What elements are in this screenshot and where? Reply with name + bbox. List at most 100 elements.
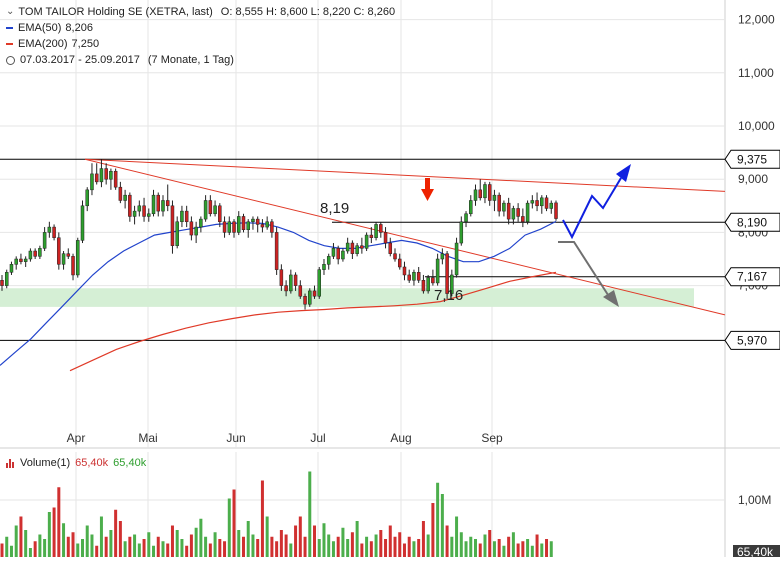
candles <box>0 159 558 310</box>
candle-body <box>289 274 293 292</box>
volume-bar <box>43 539 47 557</box>
volume-label: Volume(1) <box>20 457 71 469</box>
ohlc-values: O: 8,555 H: 8,600 L: 8,220 C: 8,260 <box>220 6 396 18</box>
candle-body <box>232 221 236 233</box>
candle-body <box>331 248 336 257</box>
forecast-up-arrowhead <box>616 164 631 182</box>
price-tag-label: 8,190 <box>737 215 767 229</box>
volume-bar <box>28 548 32 557</box>
forecast-up-path <box>562 177 622 240</box>
volume-bar <box>374 534 378 557</box>
candle-body <box>241 216 246 230</box>
candle-body <box>42 232 47 249</box>
volume-bar <box>218 539 222 557</box>
volume-bar <box>137 543 141 557</box>
volume-bar <box>189 534 193 557</box>
volume-bar <box>180 539 184 557</box>
volume-bar <box>118 521 122 557</box>
volume-bar <box>384 539 388 557</box>
candle-body <box>336 248 340 260</box>
volume-bar <box>426 534 430 557</box>
candle-body <box>227 221 232 233</box>
volume-bar <box>483 534 487 557</box>
volume-bar <box>421 521 425 557</box>
candle-body <box>402 266 407 276</box>
candle-body <box>109 170 113 180</box>
candle-body <box>246 221 250 230</box>
volume-bar <box>322 523 326 557</box>
volume-bar <box>336 536 340 557</box>
volume-bar <box>33 541 37 557</box>
annotation-high-level: 8,19 <box>320 200 349 217</box>
volume-bar <box>431 503 435 557</box>
candle-body <box>170 205 175 246</box>
candle-body <box>85 189 89 207</box>
y-tick-label: 9,000 <box>738 172 768 186</box>
volume-value-red: 65,40k <box>75 457 109 469</box>
volume-bar <box>402 543 406 557</box>
volume-bar <box>57 487 61 557</box>
volume-bar <box>455 516 459 557</box>
volume-bar <box>369 541 373 557</box>
volume-bars-icon <box>6 458 15 468</box>
date-range: 07.03.2017 - 25.09.2017 <box>20 54 140 66</box>
candle-body <box>265 221 269 228</box>
candle-body <box>113 170 118 188</box>
volume-bar <box>142 539 146 557</box>
ema200-value: 7,250 <box>71 38 100 50</box>
ema200-swatch <box>6 43 13 45</box>
forecast-down-arrowhead <box>603 290 619 307</box>
candle-body <box>374 224 378 238</box>
candle-body <box>9 264 14 273</box>
volume-bar <box>95 545 99 557</box>
volume-bar <box>265 516 269 557</box>
legend-ema50: EMA(50) 8,206 <box>6 20 395 36</box>
candle-body <box>66 253 71 257</box>
candle-body <box>189 221 194 236</box>
candle-body <box>487 184 492 201</box>
candle-body <box>397 258 402 268</box>
red-arrow-head <box>421 189 434 201</box>
volume-bar <box>298 516 302 557</box>
x-tick-label: Apr <box>67 431 86 445</box>
candle-body <box>407 274 411 281</box>
candle-body <box>431 277 435 284</box>
volume-bar <box>170 525 174 557</box>
candle-body <box>270 221 274 233</box>
volume-bar <box>199 518 203 557</box>
candle-body <box>80 205 85 241</box>
volume-bar <box>114 509 118 557</box>
volume-bar <box>440 494 444 557</box>
volume-bar <box>47 512 51 557</box>
candle-body <box>4 272 9 286</box>
volume-bar <box>256 539 260 557</box>
candle-body <box>194 226 198 236</box>
volume-bar <box>246 521 250 557</box>
candle-body <box>516 208 520 217</box>
candle-body <box>251 218 255 223</box>
candle-body <box>326 256 331 265</box>
volume-bar <box>365 536 369 557</box>
candle-body <box>142 205 146 217</box>
candle-body <box>161 200 165 212</box>
candle-body <box>274 232 279 270</box>
ema50-value: 8,206 <box>65 22 93 34</box>
legend-title-row: ⌄ TOM TAILOR Holding SE (XETRA, last) O:… <box>6 4 395 20</box>
volume-bar <box>5 536 9 557</box>
chevron-down-icon[interactable]: ⌄ <box>6 6 15 17</box>
volume-bar <box>279 530 283 557</box>
volume-bar <box>99 516 103 557</box>
candle-body <box>535 200 539 207</box>
volume-bar <box>90 534 94 557</box>
volume-bar <box>152 545 156 557</box>
candle-body <box>19 258 23 262</box>
candle-body <box>454 242 459 276</box>
volume-bar <box>530 545 534 557</box>
volume-bar <box>275 541 279 557</box>
volume-bar <box>346 539 350 557</box>
volume-bar <box>147 532 151 557</box>
volume-bar <box>445 525 449 557</box>
volume-bar <box>379 530 383 557</box>
volume-bar <box>545 539 549 557</box>
volume-bar <box>175 530 179 557</box>
